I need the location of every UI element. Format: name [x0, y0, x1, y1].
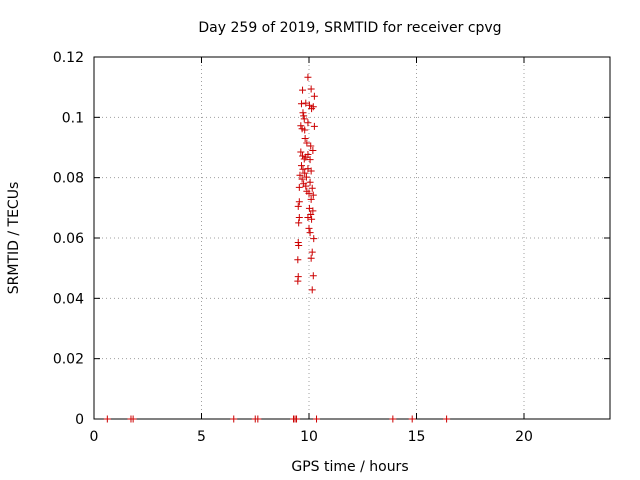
- data-point-marker: [299, 165, 307, 173]
- data-point-marker: [295, 219, 303, 227]
- x-tick-label: 20: [515, 429, 533, 445]
- data-point-marker: [305, 224, 313, 232]
- data-point-marker: [304, 73, 312, 81]
- data-point-marker: [300, 115, 308, 123]
- y-tick-label: 0.08: [53, 171, 84, 187]
- data-point-marker: [294, 202, 302, 210]
- data-point-marker: [307, 142, 315, 150]
- data-point-marker: [296, 171, 304, 179]
- data-point-marker: [300, 112, 308, 120]
- data-point-marker: [308, 248, 316, 256]
- data-point-marker: [301, 134, 309, 142]
- y-tick-label: 0.12: [53, 50, 84, 66]
- x-tick-label: 0: [90, 429, 99, 445]
- data-point-marker: [297, 122, 305, 130]
- data-point-marker: [308, 105, 316, 113]
- data-point-marker: [309, 272, 317, 280]
- grid-lines: [94, 57, 610, 419]
- data-point-marker: [308, 286, 316, 294]
- y-tick-label: 0.04: [53, 291, 84, 307]
- data-point-marker: [304, 119, 312, 127]
- data-point-marker: [306, 156, 314, 164]
- y-tick-label: 0.02: [53, 352, 84, 368]
- data-point-marker: [294, 256, 302, 264]
- data-point-marker: [310, 92, 318, 100]
- data-point-marker: [310, 235, 318, 243]
- data-points: [103, 73, 451, 423]
- data-point-marker: [300, 155, 308, 163]
- x-tick-label: 10: [300, 429, 318, 445]
- data-point-marker: [304, 213, 312, 221]
- x-tick-label: 5: [197, 429, 206, 445]
- y-tick-label: 0.06: [53, 231, 84, 247]
- data-point-marker: [293, 415, 301, 423]
- x-tick-label: 15: [408, 429, 426, 445]
- data-point-marker: [310, 122, 318, 130]
- data-point-marker: [304, 150, 312, 158]
- data-point-marker: [307, 167, 315, 175]
- plot-border: [93, 56, 611, 420]
- data-point-marker: [295, 183, 303, 191]
- data-point-marker: [298, 175, 306, 183]
- x-axis-label: GPS time / hours: [291, 459, 408, 475]
- chart-title: Day 259 of 2019, SRMTID for receiver cpv…: [198, 20, 501, 36]
- data-point-marker: [302, 182, 310, 190]
- data-point-marker: [308, 215, 316, 223]
- data-point-marker: [297, 100, 305, 108]
- data-point-marker: [443, 415, 451, 423]
- data-point-marker: [389, 415, 397, 423]
- data-point-marker: [129, 415, 137, 423]
- data-point-marker: [301, 169, 309, 177]
- data-point-marker: [303, 139, 311, 147]
- y-axis-label: SRMTID / TECUs: [6, 182, 22, 295]
- data-point-marker: [309, 103, 317, 111]
- data-point-marker: [309, 207, 317, 215]
- data-point-marker: [306, 178, 314, 186]
- data-point-marker: [307, 85, 315, 93]
- data-point-marker: [308, 184, 316, 192]
- data-point-marker: [309, 191, 317, 199]
- data-point-marker: [103, 415, 111, 423]
- data-point-marker: [295, 242, 303, 250]
- data-point-marker: [307, 254, 315, 262]
- axis-ticks: 0 5 10 15 20 0 0.02 0.04 0.06 0.08 0.1 0.12: [53, 50, 610, 445]
- data-point-marker: [299, 109, 307, 117]
- data-point-marker: [295, 198, 303, 206]
- data-point-marker: [307, 195, 315, 203]
- data-point-marker: [305, 189, 313, 197]
- data-point-marker: [301, 126, 309, 134]
- data-point-marker: [299, 86, 307, 94]
- data-point-marker: [297, 162, 305, 170]
- data-point-marker: [254, 415, 262, 423]
- data-point-marker: [302, 173, 310, 181]
- data-point-marker: [299, 152, 307, 160]
- data-point-marker: [302, 99, 310, 107]
- data-point-marker: [313, 415, 321, 423]
- data-point-marker: [297, 148, 305, 156]
- data-point-marker: [306, 229, 314, 237]
- data-point-marker: [230, 415, 238, 423]
- data-point-marker: [408, 415, 416, 423]
- data-point-marker: [294, 277, 302, 285]
- data-point-marker: [295, 213, 303, 221]
- y-tick-label: 0.1: [62, 110, 84, 126]
- data-point-marker: [309, 147, 317, 155]
- y-tick-label: 0: [75, 412, 84, 428]
